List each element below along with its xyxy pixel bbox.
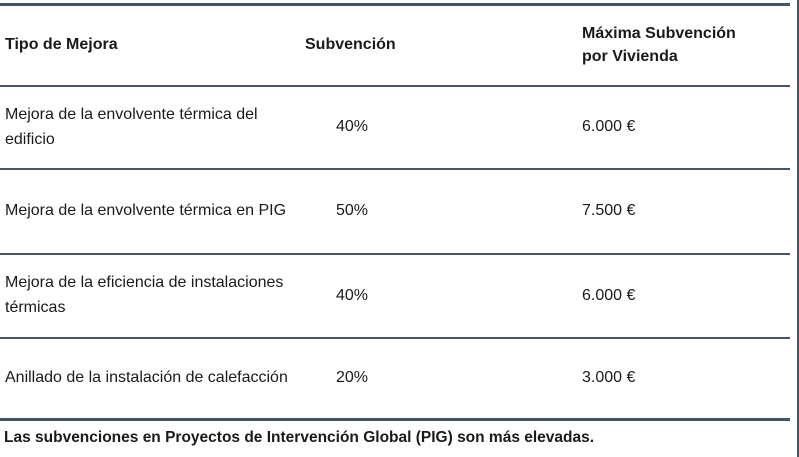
column-header-subvencion: Subvención xyxy=(300,34,546,56)
column-header-maxima-subvencion: Máxima Subvención por Vivienda xyxy=(546,23,790,67)
cell-maxima-subvencion: 3.000 € xyxy=(546,366,790,391)
cell-text: 50% xyxy=(336,202,369,220)
cell-text: 6.000 € xyxy=(582,118,636,136)
table-row: Anillado de la instalación de calefacció… xyxy=(0,339,790,421)
cell-text: 7.500 € xyxy=(582,202,636,220)
table-row: Mejora de la eficiencia de instalaciones… xyxy=(0,255,790,339)
column-header-label: Tipo de Mejora xyxy=(5,36,118,54)
cell-tipo-de-mejora: Mejora de la envolvente térmica en PIG xyxy=(0,199,300,224)
cell-text: 40% xyxy=(336,286,369,304)
cell-text: Mejora de la envolvente térmica del edif… xyxy=(5,105,258,148)
cell-subvencion: 40% xyxy=(300,284,546,309)
table-row: Mejora de la envolvente térmica del edif… xyxy=(0,87,790,170)
cell-maxima-subvencion: 7.500 € xyxy=(546,199,790,224)
subsidy-table: Tipo de Mejora Subvención Máxima Subvenc… xyxy=(0,3,790,421)
column-header-label: Subvención xyxy=(305,36,396,54)
cell-tipo-de-mejora: Mejora de la envolvente térmica del edif… xyxy=(0,103,300,153)
table-row: Mejora de la envolvente térmica en PIG 5… xyxy=(0,170,790,255)
table-header-row: Tipo de Mejora Subvención Máxima Subvenc… xyxy=(0,3,790,87)
cell-text: 20% xyxy=(336,369,369,387)
footer-note: Las subvenciones en Proyectos de Interve… xyxy=(4,429,595,446)
cell-text: Anillado de la instalación de calefacció… xyxy=(5,369,288,387)
cell-tipo-de-mejora: Anillado de la instalación de calefacció… xyxy=(0,366,300,391)
cell-subvencion: 50% xyxy=(300,199,546,224)
cell-maxima-subvencion: 6.000 € xyxy=(546,284,790,309)
cell-maxima-subvencion: 6.000 € xyxy=(546,115,790,140)
cell-tipo-de-mejora: Mejora de la eficiencia de instalaciones… xyxy=(0,271,300,321)
cell-text: 40% xyxy=(336,118,369,136)
cell-subvencion: 20% xyxy=(300,366,546,391)
cell-subvencion: 40% xyxy=(300,115,546,140)
cell-text: 6.000 € xyxy=(582,286,636,304)
right-edge-line xyxy=(797,0,799,457)
cell-text: Mejora de la envolvente térmica en PIG xyxy=(5,202,287,220)
cell-text: Mejora de la eficiencia de instalaciones… xyxy=(5,274,284,316)
cell-text: 3.000 € xyxy=(582,369,636,387)
column-header-label: Máxima Subvención por Vivienda xyxy=(582,25,736,65)
column-header-tipo-de-mejora: Tipo de Mejora xyxy=(0,34,300,56)
